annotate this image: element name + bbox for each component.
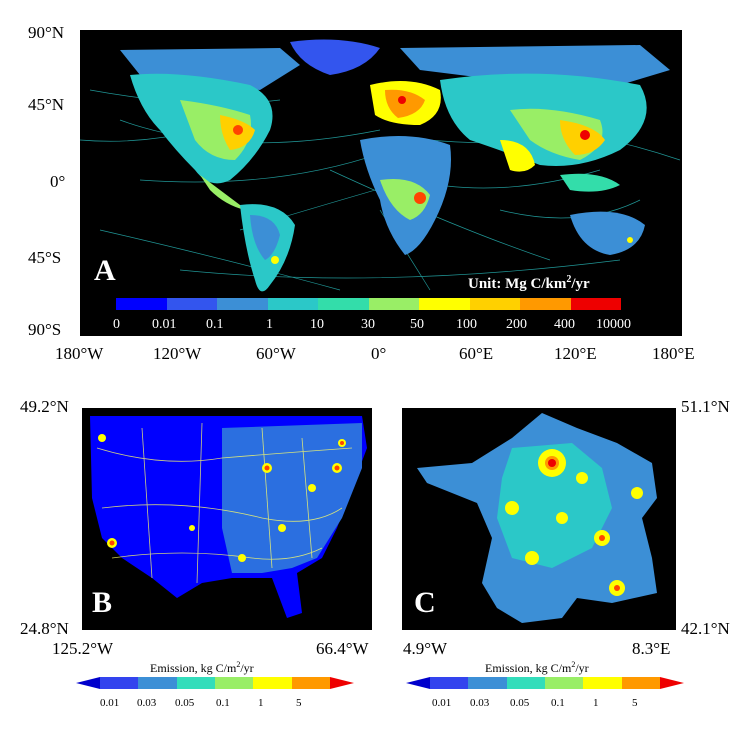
colorbar-b-title: Emission, kg C/m2/yr: [150, 660, 254, 676]
lon-label-180e: 180°E: [652, 344, 695, 363]
cbar-seg-5: [368, 298, 419, 310]
cbar-tick-10: 10000: [596, 317, 631, 332]
colorbar-b-tick-0: 0.01: [100, 697, 120, 709]
cbar-seg-3: [267, 298, 318, 310]
panel-c-label: C: [414, 586, 436, 619]
panel-a-label: A: [94, 254, 116, 287]
cbar-tick-2: 0.1: [206, 317, 224, 332]
global-colorbar: [116, 298, 621, 310]
lon-label-60w: 60°W: [256, 344, 296, 363]
lon-label-0: 0°: [371, 344, 387, 363]
colorbar-b-tick-5: 5: [296, 697, 302, 709]
panel-b-lat-top: 49.2°N: [20, 397, 69, 416]
colorbar-b-seg-1: [138, 677, 177, 689]
unit-tail: /yr: [571, 276, 590, 292]
panel-c-lat-bottom: 42.1°N: [681, 619, 730, 638]
cbar-tick-3: 1: [266, 317, 273, 332]
colorbar-c: [430, 677, 660, 689]
cbar-tick-1: 0.01: [152, 317, 177, 332]
colorbar-b-tick-4: 1: [258, 697, 264, 709]
panel-c-lon-left: 4.9°W: [403, 639, 448, 658]
colorbar-c-tick-4: 1: [593, 697, 599, 709]
lat-label-90s: 90°S: [28, 320, 62, 339]
lon-label-180w: 180°W: [55, 344, 104, 363]
colorbar-c-arrow-low: [406, 677, 430, 689]
cbar-tick-8: 200: [506, 317, 527, 332]
colorbar-c-seg-4: [583, 677, 622, 689]
usa-map-graphic: [82, 408, 372, 630]
cbar-tick-5: 30: [361, 317, 375, 332]
cbar-tick-9: 400: [554, 317, 575, 332]
colorbar-c-seg-1: [468, 677, 507, 689]
colorbar-b-tick-1: 0.03: [137, 697, 157, 709]
lat-label-0: 0°: [50, 172, 66, 191]
cbar-tick-7: 100: [456, 317, 477, 332]
panel-a-unit: Unit: Mg C/km2/yr: [468, 274, 590, 293]
cbar-seg-2: [217, 298, 268, 310]
lat-label-45n: 45°N: [28, 95, 65, 114]
colorbar-b: [100, 677, 330, 689]
cbar-seg-9: [570, 298, 621, 310]
lat-label-45s: 45°S: [28, 248, 62, 267]
lon-label-60e: 60°E: [459, 344, 494, 363]
colorbar-c-title: Emission, kg C/m2/yr: [485, 660, 589, 676]
colorbar-b-tick-3: 0.1: [216, 697, 230, 709]
colorbar-b-title-sup: 2: [236, 660, 241, 669]
colorbar-b-title-text: Emission, kg C/m: [150, 661, 237, 675]
global-emission-map: A Unit: Mg C/km2/yr 0 0.01 0.1 1 10 30 5…: [80, 30, 682, 336]
cbar-seg-7: [469, 298, 520, 310]
colorbar-b-seg-0: [100, 677, 139, 689]
colorbar-c-tick-0: 0.01: [432, 697, 452, 709]
colorbar-c-title-sup: 2: [571, 660, 576, 669]
global-map-graphic: [80, 30, 682, 336]
lat-label-90n: 90°N: [28, 23, 65, 42]
lon-label-120e: 120°E: [554, 344, 597, 363]
cbar-tick-4: 10: [310, 317, 324, 332]
cbar-tick-0: 0: [113, 317, 120, 332]
colorbar-c-seg-2: [506, 677, 545, 689]
colorbar-b-arrow-low: [76, 677, 100, 689]
colorbar-b-seg-3: [214, 677, 254, 689]
unit-sup: 2: [566, 274, 572, 285]
colorbar-c-tick-5: 5: [632, 697, 638, 709]
panel-b-label: B: [92, 586, 113, 619]
colorbar-c-seg-0: [430, 677, 469, 689]
colorbar-b-seg-2: [176, 677, 215, 689]
panel-b-lat-bottom: 24.8°N: [20, 619, 69, 638]
colorbar-c-tick-1: 0.03: [470, 697, 490, 709]
panel-b-lon-right: 66.4°W: [316, 639, 369, 658]
france-map-graphic: [402, 408, 676, 630]
colorbar-b-title-tail: /yr: [240, 661, 254, 675]
colorbar-c-tick-2: 0.05: [510, 697, 530, 709]
colorbar-b-seg-5: [291, 677, 330, 689]
colorbar-b-arrow-high: [330, 677, 354, 689]
colorbar-c-seg-5: [621, 677, 660, 689]
cbar-seg-4: [318, 298, 369, 310]
colorbar-c-arrow-high: [660, 677, 684, 689]
colorbar-c-title-text: Emission, kg C/m: [485, 661, 572, 675]
cbar-seg-1: [166, 298, 217, 310]
panel-c-lat-top: 51.1°N: [681, 397, 730, 416]
panel-b-lon-left: 125.2°W: [52, 639, 114, 658]
unit-text: Unit: Mg C/km: [468, 276, 567, 292]
colorbar-c-title-tail: /yr: [575, 661, 589, 675]
cbar-tick-6: 50: [410, 317, 424, 332]
lon-label-120w: 120°W: [153, 344, 202, 363]
france-emission-map: C: [402, 408, 676, 630]
panel-c-lon-right: 8.3°E: [632, 639, 671, 658]
colorbar-c-seg-3: [544, 677, 584, 689]
cbar-seg-6: [419, 298, 470, 310]
colorbar-b-tick-2: 0.05: [175, 697, 195, 709]
cbar-seg-8: [520, 298, 571, 310]
colorbar-b-seg-4: [253, 677, 292, 689]
cbar-seg-0: [116, 298, 167, 310]
usa-emission-map: B: [82, 408, 372, 630]
colorbar-c-tick-3: 0.1: [551, 697, 565, 709]
